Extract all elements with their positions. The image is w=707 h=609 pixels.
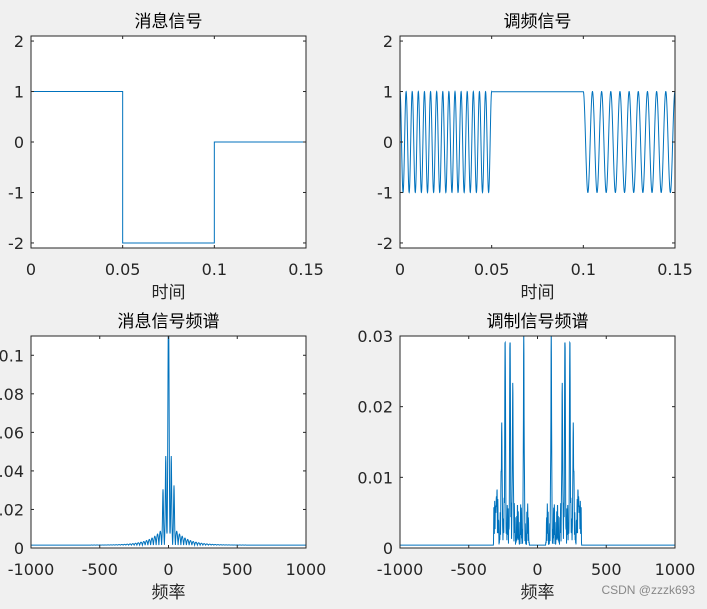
y-tick-label: 0.06 [0,423,24,442]
y-tick-label: 0 [383,539,393,558]
plot-area [400,36,675,248]
y-tick-label: 0.04 [0,462,24,481]
y-tick-label: 0.01 [357,468,393,487]
plot-title: 调制信号频谱 [487,312,589,332]
x-tick-label: -500 [451,560,487,579]
plot-title: 消息信号频谱 [118,312,220,332]
series-line [400,90,675,194]
x-tick-label: 0 [163,560,173,579]
x-tick-label: -500 [82,560,118,579]
y-tick-label: 0.1 [0,346,24,365]
x-tick-label: 0.1 [571,260,596,279]
y-tick-label: 0.08 [0,385,24,404]
y-tick-label: 2 [383,32,393,51]
x-tick-label: 0.1 [202,260,227,279]
series-line [31,91,306,244]
y-tick-label: -1 [8,183,24,202]
plot-title: 消息信号 [135,12,203,32]
y-tick-label: 1 [14,83,24,102]
watermark: CSDN @zzzk693 [601,583,695,597]
y-tick-label: -2 [8,234,24,253]
x-tick-label: 1000 [655,560,696,579]
y-tick-label: 1 [383,83,393,102]
x-axis-label: 频率 [152,583,186,603]
x-tick-label: 0.15 [288,260,324,279]
y-tick-label: 0.02 [0,500,24,519]
x-tick-label: -1000 [377,560,424,579]
x-tick-label: -1000 [8,560,55,579]
plot-title: 调频信号 [504,12,572,32]
x-tick-label: 0 [395,260,405,279]
y-tick-label: 0 [14,539,24,558]
x-axis-label: 时间 [152,283,186,303]
x-tick-label: 0.05 [474,260,510,279]
series-line [31,336,306,548]
y-tick-label: 0.03 [357,327,393,346]
y-tick-label: 2 [14,32,24,51]
x-tick-label: 0.15 [657,260,693,279]
y-tick-label: 0.02 [357,398,393,417]
x-tick-label: 0 [532,560,542,579]
x-tick-label: 1000 [286,560,327,579]
x-tick-label: 500 [222,560,253,579]
x-axis-label: 频率 [521,583,555,603]
y-tick-label: -1 [377,183,393,202]
y-tick-label: -2 [377,234,393,253]
x-tick-label: 0 [26,260,36,279]
x-tick-label: 500 [591,560,622,579]
x-tick-label: 0.05 [105,260,141,279]
y-tick-label: 0 [383,133,393,152]
x-axis-label: 时间 [521,283,555,303]
y-tick-label: 0 [14,133,24,152]
subplot-3: -1000 -500 0 500 1000 0 0.02 0.04 0.06 0.08 0.1 消息信… [0,312,327,603]
plot-area [400,336,675,548]
